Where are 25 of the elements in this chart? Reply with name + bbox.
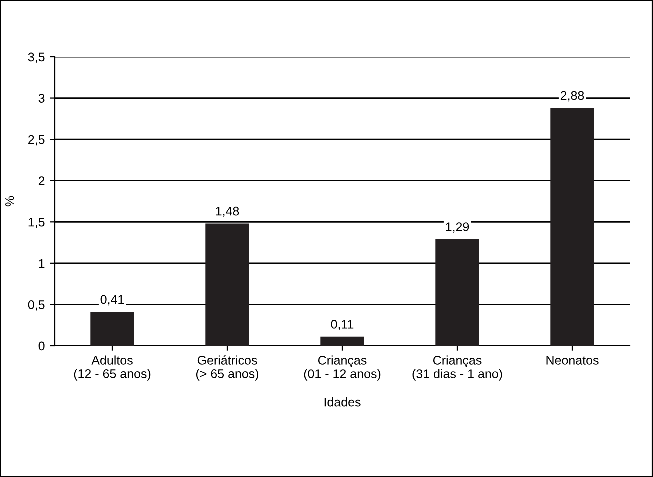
data-label: 0,11 bbox=[331, 320, 354, 330]
bar bbox=[90, 312, 134, 346]
x-tick-label: Adultos (12 - 65 anos) bbox=[74, 356, 151, 381]
bar bbox=[206, 224, 250, 346]
x-tick-label: Geriátricos (> 65 anos) bbox=[196, 356, 259, 381]
x-tick-label: Neonatos bbox=[546, 356, 599, 365]
y-tick-label: 1,5 bbox=[28, 218, 45, 228]
bar bbox=[436, 239, 480, 346]
y-tick-label: 0,5 bbox=[28, 300, 45, 311]
x-tick-label: Crianças (31 dias - 1 ano) bbox=[412, 356, 502, 381]
y-tick-label: 3,5 bbox=[28, 52, 45, 64]
data-label: 1,29 bbox=[446, 222, 470, 233]
y-tick-label: 3 bbox=[38, 94, 45, 103]
y-tick-label: 0 bbox=[38, 342, 45, 351]
y-tick-label: 2 bbox=[38, 176, 45, 186]
y-tick-label: 2,5 bbox=[28, 135, 45, 146]
bar bbox=[320, 336, 364, 346]
data-label: 1,48 bbox=[216, 206, 240, 218]
y-tick-label: 1 bbox=[39, 259, 45, 268]
bar bbox=[550, 108, 594, 346]
data-label: 0,41 bbox=[100, 295, 124, 306]
x-tick-label: Crianças (01 - 12 anos) bbox=[304, 356, 381, 381]
y-axis-title: % bbox=[6, 196, 14, 207]
x-axis-title: Idades bbox=[324, 398, 361, 407]
data-label: 2,88 bbox=[560, 91, 584, 102]
